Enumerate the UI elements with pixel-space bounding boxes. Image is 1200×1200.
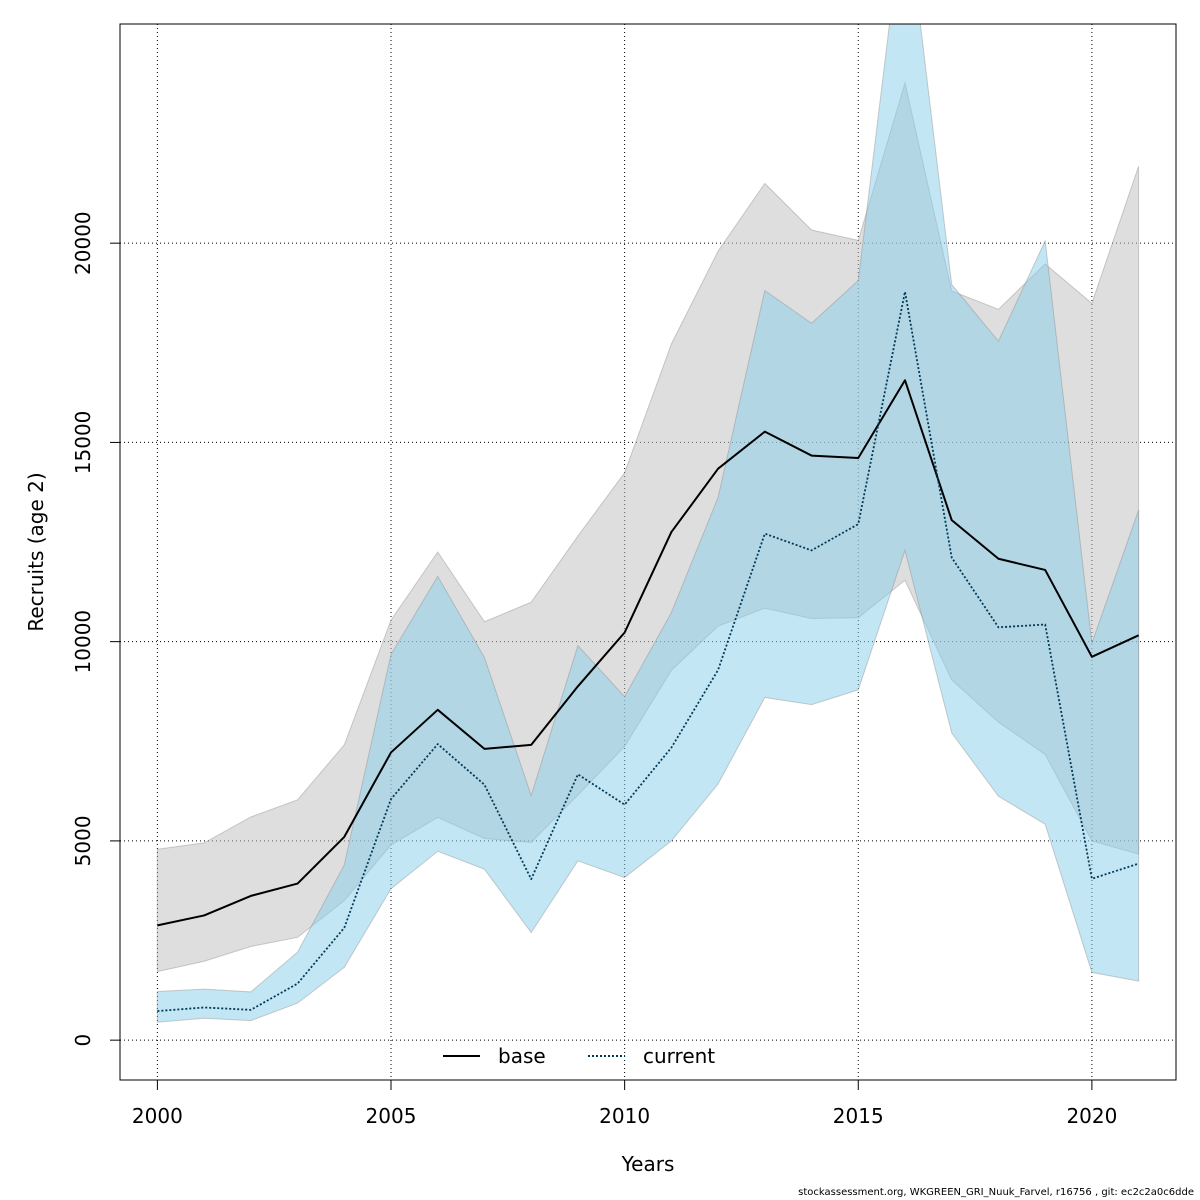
x-tick-label: 2005	[366, 1104, 417, 1128]
confidence-bands	[156, 24, 1140, 1023]
legend-label-current: current	[643, 1044, 715, 1068]
x-tick-label: 2015	[833, 1104, 884, 1128]
y-axis: 0 5000 10000 15000 20000	[71, 211, 121, 1047]
x-axis: 2000 2005 2010 2015 2020	[132, 1079, 1117, 1128]
legend: base current	[443, 1044, 715, 1068]
y-tick-label: 10000	[71, 610, 95, 674]
legend-label-base: base	[498, 1044, 546, 1068]
y-tick-label: 15000	[71, 411, 95, 475]
series-lines	[157, 290, 1140, 1012]
line-base	[157, 379, 1140, 927]
y-axis-label: Recruits (age 2)	[24, 472, 48, 631]
footer-credit: stockassessment.org, WKGREEN_GRI_Nuuk_Fa…	[798, 1187, 1194, 1198]
x-tick-label: 2010	[599, 1104, 650, 1128]
x-tick-label: 2020	[1066, 1104, 1117, 1128]
x-axis-label: Years	[621, 1152, 675, 1176]
y-tick-label: 5000	[71, 815, 95, 866]
y-tick-label: 20000	[71, 211, 95, 275]
y-tick-label: 0	[71, 1034, 95, 1047]
band-current	[156, 24, 1140, 1023]
x-tick-label: 2000	[132, 1104, 183, 1128]
